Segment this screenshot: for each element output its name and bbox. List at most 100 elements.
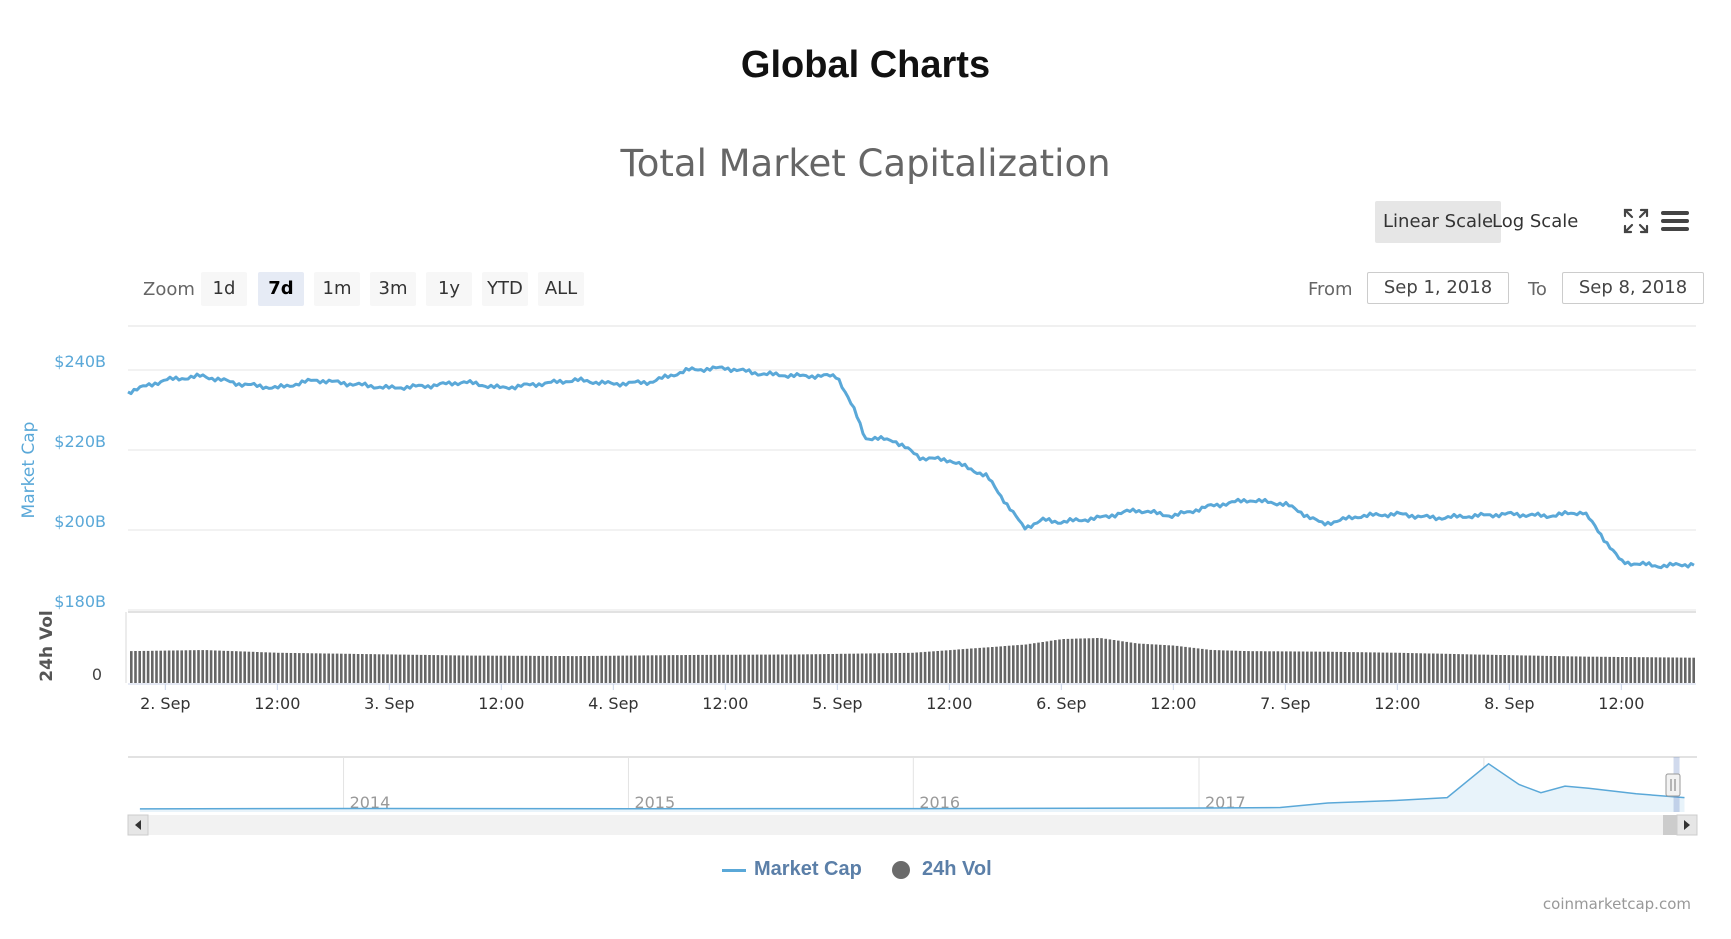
volume-bar bbox=[1096, 638, 1099, 683]
volume-bar bbox=[415, 654, 419, 683]
navigator-year-label: 2015 bbox=[634, 793, 675, 812]
volume-bar bbox=[151, 650, 154, 683]
legend-item-market-cap[interactable]: Market Cap bbox=[722, 858, 862, 882]
volume-bar bbox=[146, 650, 150, 683]
volume-bar bbox=[755, 654, 759, 683]
volume-bar bbox=[1541, 655, 1544, 683]
volume-bar bbox=[331, 653, 335, 683]
volume-bar bbox=[293, 653, 297, 683]
volume-bar bbox=[554, 656, 557, 683]
from-label: From bbox=[1308, 279, 1353, 300]
volume-bar bbox=[1020, 644, 1023, 683]
volume-bar bbox=[277, 652, 280, 683]
volume-bar bbox=[1587, 656, 1590, 683]
volume-bar bbox=[1045, 641, 1049, 683]
volume-bar bbox=[1579, 656, 1582, 683]
volume-bar bbox=[314, 653, 318, 683]
zoom-1m-button[interactable]: 1m bbox=[314, 272, 360, 306]
volume-bar bbox=[986, 647, 990, 683]
volume-bar bbox=[730, 654, 734, 683]
volume-bar bbox=[1511, 655, 1515, 683]
volume-bar bbox=[361, 654, 364, 683]
zoom-7d-button[interactable]: 7d bbox=[258, 272, 304, 306]
volume-bar bbox=[1108, 639, 1112, 683]
volume-bar bbox=[1201, 648, 1204, 683]
volume-bar bbox=[268, 652, 272, 683]
log-scale-button[interactable]: Log Scale bbox=[1492, 211, 1579, 232]
volume-bar bbox=[230, 651, 234, 683]
volume-bar bbox=[852, 653, 855, 683]
x-tick-label: 12:00 bbox=[254, 694, 300, 713]
volume-bar bbox=[625, 655, 629, 683]
volume-bar bbox=[697, 654, 700, 683]
volume-bar bbox=[1570, 656, 1574, 683]
from-date-input[interactable]: Sep 1, 2018 bbox=[1367, 272, 1509, 304]
to-date-input[interactable]: Sep 8, 2018 bbox=[1562, 272, 1704, 304]
volume-bar bbox=[1163, 645, 1166, 683]
volume-bar bbox=[1360, 652, 1364, 683]
navigator-year-label: 2016 bbox=[919, 793, 960, 812]
navigator-area bbox=[139, 763, 1685, 812]
volume-bar bbox=[436, 655, 440, 683]
volume-bar bbox=[1625, 657, 1628, 683]
volume-bar bbox=[1402, 652, 1406, 683]
volume-bar bbox=[726, 654, 729, 683]
volume-bar bbox=[944, 650, 948, 683]
legend-line-icon bbox=[722, 869, 746, 872]
volume-bar bbox=[1075, 638, 1078, 683]
volume-bar bbox=[1688, 657, 1691, 683]
volume-bar bbox=[1482, 654, 1485, 683]
volume-bar bbox=[1150, 644, 1154, 683]
legend-item-24h-vol[interactable]: 24h Vol bbox=[892, 858, 1012, 882]
volume-bar bbox=[621, 655, 624, 683]
volume-bar bbox=[1054, 640, 1057, 683]
zoom-ytd-button[interactable]: YTD bbox=[482, 272, 528, 306]
volume-bar bbox=[1373, 652, 1376, 683]
volume-bar bbox=[1679, 657, 1683, 683]
volume-bar bbox=[386, 654, 389, 683]
volume-bar bbox=[550, 656, 553, 683]
volume-bar bbox=[1222, 650, 1225, 683]
volume-bar bbox=[806, 654, 809, 683]
volume-bar bbox=[201, 650, 204, 683]
volume-bar bbox=[1117, 640, 1120, 683]
volume-bar bbox=[1251, 651, 1254, 683]
volume-bar bbox=[713, 654, 717, 683]
volume-bar bbox=[1629, 657, 1632, 683]
volume-bar bbox=[877, 653, 881, 683]
volume-bar bbox=[1343, 652, 1347, 683]
volume-bar bbox=[155, 650, 158, 683]
x-tick-label: 6. Sep bbox=[1036, 694, 1087, 713]
volume-bar bbox=[1159, 644, 1162, 683]
volume-bar bbox=[214, 650, 217, 683]
volume-bar bbox=[495, 655, 498, 683]
volume-bar bbox=[676, 655, 679, 683]
volume-bar bbox=[411, 654, 414, 683]
volume-bar bbox=[1507, 655, 1511, 683]
zoom-3m-button[interactable]: 3m bbox=[370, 272, 416, 306]
hamburger-menu-icon[interactable] bbox=[1660, 208, 1690, 234]
zoom-all-button[interactable]: ALL bbox=[538, 272, 584, 306]
volume-bar bbox=[1138, 643, 1141, 683]
zoom-1d-button[interactable]: 1d bbox=[201, 272, 247, 306]
x-tick-label: 12:00 bbox=[1150, 694, 1196, 713]
volume-bar bbox=[1650, 657, 1653, 683]
volume-bar bbox=[1289, 651, 1292, 683]
volume-bar bbox=[419, 654, 423, 683]
volume-bar bbox=[734, 654, 738, 683]
zoom-1y-button[interactable]: 1y bbox=[426, 272, 472, 306]
volume-bar bbox=[613, 655, 616, 683]
volume-bar bbox=[1234, 650, 1238, 683]
volume-bar bbox=[1112, 640, 1116, 683]
linear-scale-button[interactable]: Linear Scale bbox=[1375, 201, 1502, 243]
credits-link[interactable]: coinmarketcap.com bbox=[1542, 895, 1691, 913]
volume-bar bbox=[167, 650, 171, 683]
volume-bar bbox=[260, 652, 263, 683]
x-tick-label: 7. Sep bbox=[1260, 694, 1311, 713]
volume-bar bbox=[772, 654, 776, 683]
volume-bar bbox=[1486, 654, 1490, 683]
volume-bar bbox=[566, 656, 570, 683]
volume-bar bbox=[1230, 650, 1233, 683]
fullscreen-icon[interactable] bbox=[1623, 208, 1649, 234]
